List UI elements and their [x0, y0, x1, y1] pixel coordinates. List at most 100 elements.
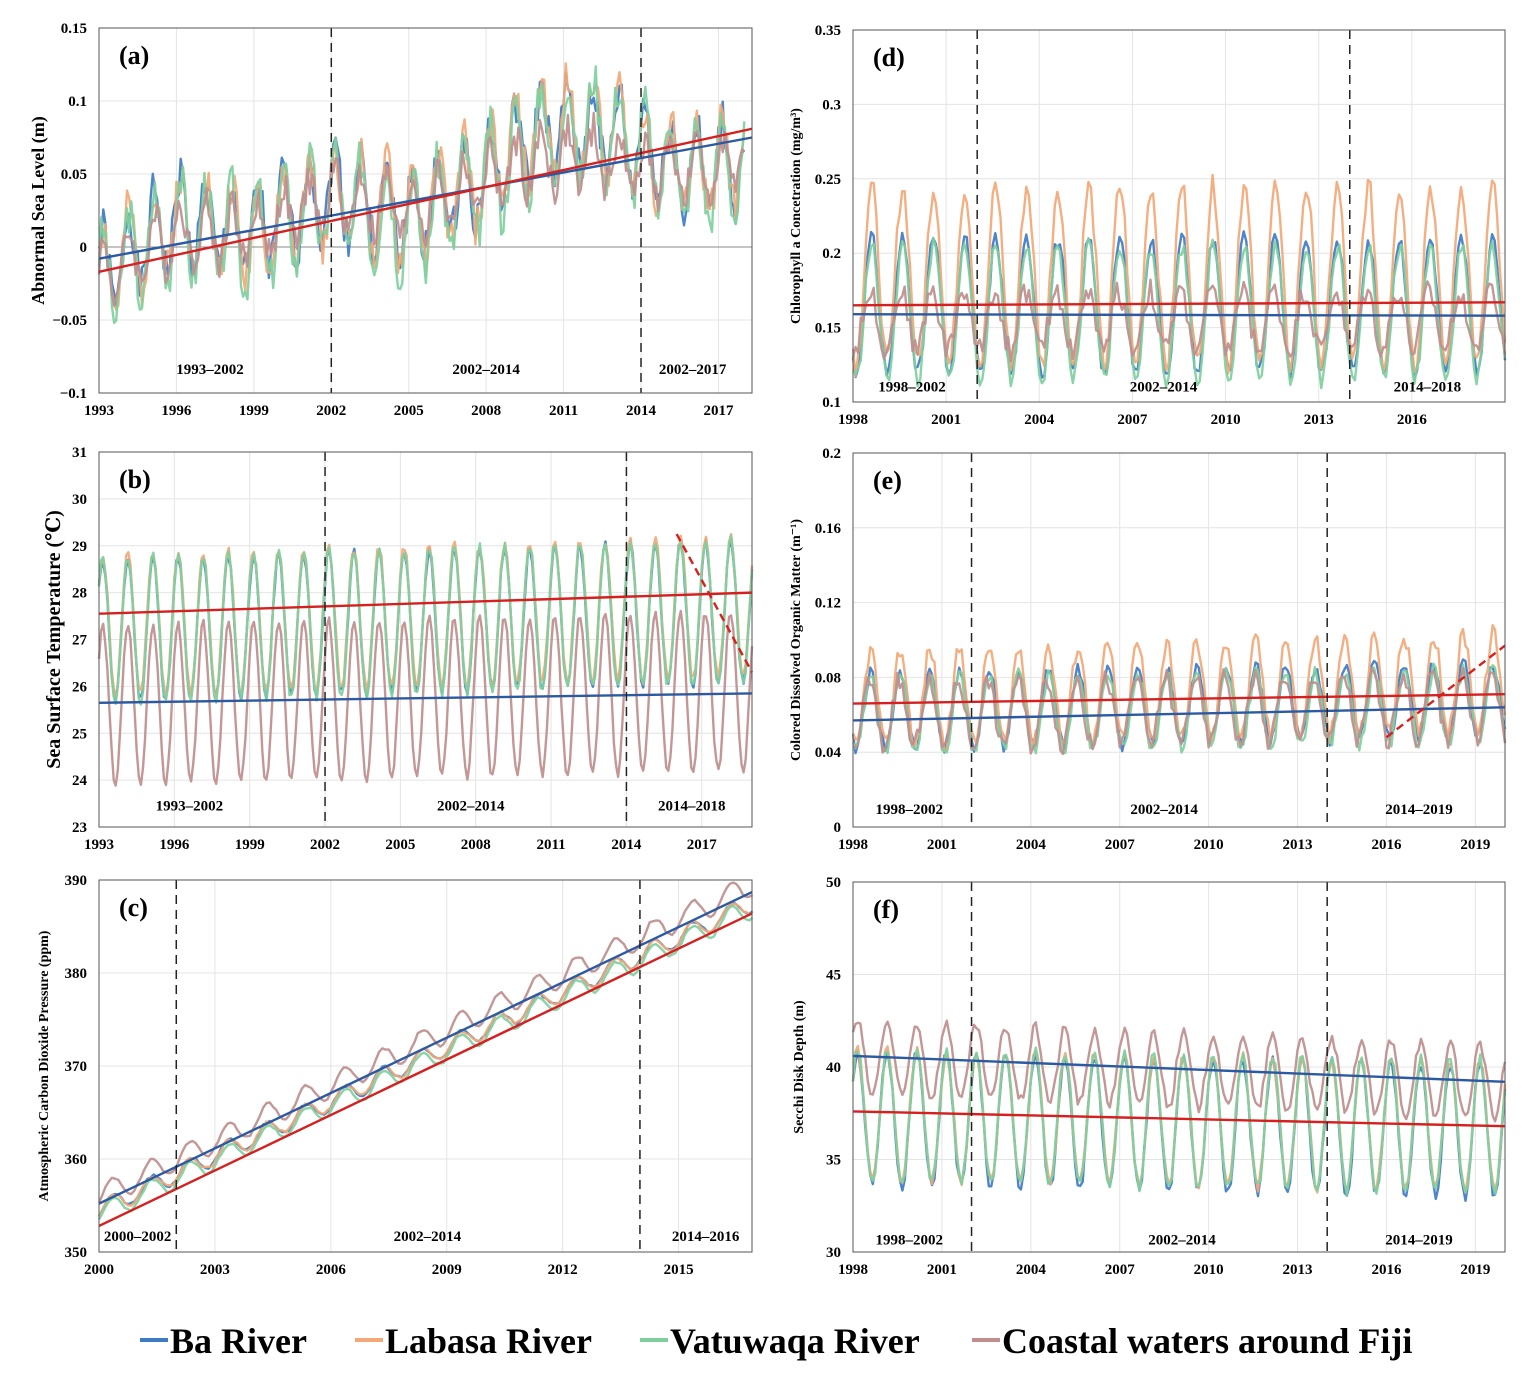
series-line-coastal-waters-around-fiji	[97, 111, 746, 307]
x-tick-label: 1996	[161, 403, 192, 419]
trend-line-1	[852, 706, 1506, 722]
x-tick-label: 2011	[536, 837, 565, 853]
y-tick-label: 350	[65, 1245, 88, 1261]
x-tick-label: 2001	[927, 837, 957, 853]
period-label: 2002–2014	[1130, 802, 1198, 818]
series-line-labasa-river	[851, 173, 1507, 378]
x-tick-label: 2000	[84, 1262, 114, 1278]
y-axis-title: Sea Surface Temperature (℃)	[43, 510, 65, 769]
period-label: 1998–2002	[876, 802, 944, 818]
y-tick-label: 0.2	[822, 446, 841, 462]
legend-label: Coastal waters around Fiji	[1002, 1321, 1412, 1361]
chart-panel-e: 1998–2002 2002–2014 2014–2019 (e) 1998 2001 20…	[789, 446, 1507, 853]
y-tick-label: 23	[72, 820, 87, 836]
series-group	[97, 62, 746, 325]
series-line-coastal-waters-around-fiji	[851, 278, 1507, 363]
legend-label: Vatuwaqa River	[670, 1321, 920, 1361]
x-tick-label: 2016	[1397, 412, 1428, 428]
x-tick-label: 2016	[1371, 837, 1402, 853]
trend-line-dashed-2	[675, 533, 754, 673]
chart-panel-f: 1998–2002 2002–2014 2014–2019 (f) 1998 2001 20…	[792, 875, 1507, 1278]
x-tick-label: 2019	[1460, 837, 1490, 853]
chart-panel-c: 2000–2002 2002–2014 2014–2016 (c) 2000 2003 20…	[37, 873, 754, 1278]
trend-line-0	[98, 891, 753, 1205]
y-tick-label: 0.05	[61, 167, 87, 183]
y-axis-title: Atmospheric Carbon Dioxide Pressure (ppm…	[37, 930, 52, 1201]
trend-line-0	[852, 301, 1506, 307]
gridlines	[852, 452, 1505, 828]
x-tick-label: 2005	[394, 403, 424, 419]
y-tick-label: 0.1	[68, 94, 87, 110]
x-tick-label: 2016	[1371, 1262, 1402, 1278]
series-group	[851, 173, 1507, 390]
period-label: 2014–2016	[672, 1229, 740, 1245]
panel-label: (c)	[119, 893, 148, 922]
period-label: 1998–2002	[878, 380, 946, 396]
series-line-coastal-waters-around-fiji	[852, 667, 1507, 756]
x-tick-label: 2007	[1105, 1262, 1136, 1278]
x-tick-label: 2006	[316, 1262, 347, 1278]
period-label: 2002–2017	[659, 362, 727, 378]
y-tick-label: 0	[80, 240, 88, 256]
plot-frame	[98, 879, 753, 1253]
y-tick-label: −0.05	[52, 313, 87, 329]
y-axis-title: Abnormal Sea Level (m)	[28, 116, 49, 304]
period-label: 2000–2002	[104, 1229, 172, 1245]
y-tick-label: 29	[72, 539, 87, 555]
series-line-ba-river	[97, 901, 754, 1217]
series-line-vatuwaqa-river	[97, 904, 754, 1221]
trend-line-dashed-2	[1385, 644, 1506, 739]
series-group	[97, 881, 754, 1221]
plot-frame	[852, 29, 1506, 403]
y-tick-label: 0.3	[822, 97, 841, 113]
y-tick-label: 27	[72, 633, 88, 649]
y-tick-label: 0.15	[815, 321, 841, 337]
x-tick-label: 1998	[838, 412, 868, 428]
y-axis-title: Colored Dissolved Organic Matter (m⁻¹)	[789, 519, 804, 761]
period-label: 1998–2002	[876, 1233, 944, 1249]
panels-layer: 1993–2002 2002–2014 2002–2017(a)1993 1996 19…	[28, 21, 1507, 1278]
period-label: 2002–2014	[452, 362, 520, 378]
y-axis-title: Secchi Disk Depth (m)	[792, 1000, 807, 1134]
panel-label: (a)	[119, 41, 149, 70]
y-tick-label: 390	[65, 873, 88, 889]
series-line-vatuwaqa-river	[97, 534, 754, 706]
y-tick-label: 28	[72, 586, 87, 602]
x-tick-label: 2001	[927, 1262, 957, 1278]
y-tick-label: 26	[72, 679, 88, 695]
trend-line-0	[98, 136, 753, 260]
plot-frame	[852, 452, 1506, 828]
y-tick-label: 50	[826, 875, 841, 891]
panel-label: (d)	[873, 43, 905, 72]
x-tick-label: 2014	[611, 837, 642, 853]
legend-item: Vatuwaqa River	[640, 1321, 920, 1361]
y-tick-label: −0.1	[60, 386, 87, 402]
x-tick-label: 2010	[1194, 837, 1224, 853]
x-tick-label: 2017	[703, 403, 734, 419]
series-line-coastal-waters-around-fiji	[851, 1019, 1507, 1123]
legend-item: Ba River	[140, 1321, 307, 1361]
plot-frame	[852, 881, 1506, 1253]
x-tick-label: 1993	[84, 837, 114, 853]
chart-panel-d: 1998–2002 2002–2014 2014–2018 (d) 1998 2001 20…	[789, 23, 1507, 428]
series-group	[851, 624, 1507, 756]
y-tick-label: 0.1	[822, 395, 841, 411]
legend-label: Ba River	[170, 1321, 307, 1361]
x-tick-label: 2019	[1460, 1262, 1490, 1278]
x-tick-label: 2015	[664, 1262, 694, 1278]
series-line-vatuwaqa-river	[852, 236, 1507, 390]
legend-label: Labasa River	[385, 1321, 592, 1361]
chart-panel-a: 1993–2002 2002–2014 2002–2017 (a) 1993 1996 19…	[28, 21, 753, 419]
trend-line-1	[98, 692, 753, 704]
x-tick-label: 2008	[461, 837, 491, 853]
x-tick-label: 1999	[239, 403, 269, 419]
period-label: 2014–2019	[1385, 1233, 1453, 1249]
y-tick-label: 45	[826, 968, 841, 984]
x-tick-label: 1998	[838, 837, 868, 853]
y-tick-label: 35	[826, 1153, 841, 1169]
x-tick-label: 2004	[1016, 1262, 1047, 1278]
y-tick-label: 31	[72, 445, 87, 461]
series-line-vatuwaqa-river	[97, 65, 746, 325]
x-tick-label: 2013	[1304, 412, 1334, 428]
y-tick-label: 0.15	[61, 21, 87, 37]
